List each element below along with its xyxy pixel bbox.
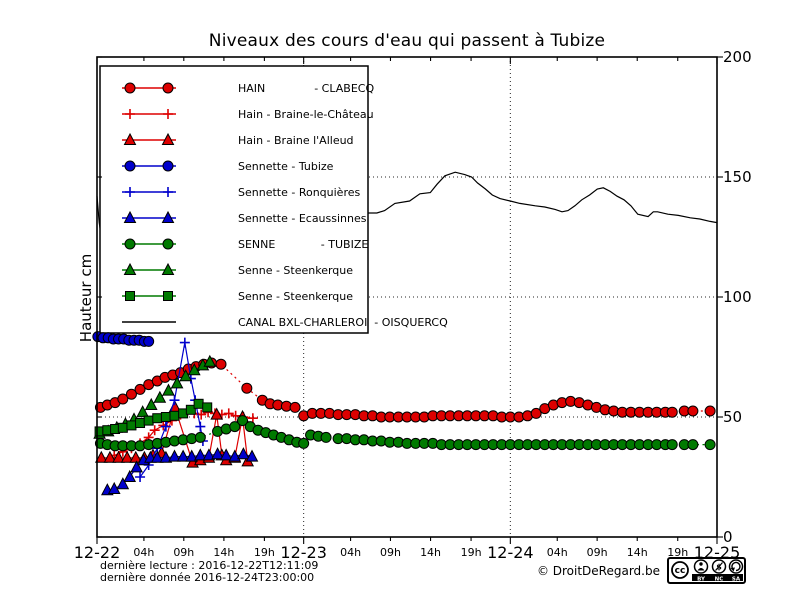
sa-icon	[728, 559, 744, 574]
svg-text:SA: SA	[732, 577, 741, 583]
by-icon	[693, 559, 709, 574]
legend-item-hain-clabecq: HAIN - CLABECQ	[100, 75, 374, 101]
legend-label: Hain - Braine l'Alleud	[238, 133, 354, 147]
y-tick-label: 150	[723, 168, 752, 186]
legend-label: Senne - Steenkerque	[238, 289, 354, 303]
legend-label: HAIN - CLABECQ	[238, 81, 375, 95]
x-hour-tick-label: 09h	[173, 546, 195, 559]
x-hour-tick-label: 04h	[133, 546, 155, 559]
legend-marker-triangle	[122, 132, 176, 145]
legend-label: Sennette - Ronquières	[238, 185, 361, 199]
x-hour-tick-label: 09h	[379, 546, 401, 559]
legend-marker-triangle	[122, 210, 176, 223]
legend-item-hain-braine-le-chateau: Hain - Braine-le-Château	[100, 101, 374, 127]
x-hour-tick-label: 19h	[460, 546, 482, 559]
x-day-tick-label: 12-24	[487, 543, 534, 562]
legend-marker-plus	[122, 109, 176, 119]
x-hour-tick-label: 09h	[586, 546, 608, 559]
x-hour-tick-label: 14h	[213, 546, 235, 559]
legend: HAIN - CLABECQ Hain - Braine-le-Château Ha…	[100, 66, 448, 335]
legend-item-sennette-ronquieres: Sennette - Ronquières	[100, 179, 368, 205]
series-hain-clabecq	[94, 357, 716, 423]
y-axis-label: Hauteur cm	[77, 253, 95, 343]
last-reading-text: dernière lecture : 2016-12-22T12:11:09	[100, 559, 319, 572]
legend-marker-circle	[122, 160, 176, 172]
y-tick-label: 50	[723, 408, 743, 426]
y-tick-label: 0	[723, 528, 733, 546]
series-senne-tubize	[94, 415, 716, 452]
y-tick-label: 200	[723, 48, 752, 66]
legend-item-senne-steenkerque-aval: Senne - Steenkerque	[100, 283, 368, 309]
legend-item-senne-steenkerque-amont: Senne - Steenkerque	[100, 257, 368, 283]
legend-label: Senne - Steenkerque	[238, 263, 354, 277]
legend-marker-none	[122, 321, 176, 323]
x-hour-tick-label: 14h	[420, 546, 442, 559]
legend-label: Sennette - Ecaussinnes	[238, 211, 367, 225]
x-hour-tick-label: 04h	[340, 546, 362, 559]
series-sennette-ecaussinnes	[101, 447, 259, 496]
legend-item-canal-bxl-charleroi-oisquercq: CANAL BXL-CHARLEROI - OISQUERCQ	[100, 309, 448, 335]
legend-marker-circle	[122, 82, 176, 94]
y-tick-label: 100	[723, 288, 752, 306]
x-day-tick-label: 12-22	[73, 543, 121, 562]
legend-marker-triangle	[122, 262, 176, 275]
series-sennette-tubize	[92, 331, 155, 347]
legend-item-sennette-ecaussinnes: Sennette - Ecaussinnes	[100, 205, 368, 231]
chart-title: Niveaux des cours d'eau qui passent à Tu…	[208, 31, 606, 51]
svg-text:NC: NC	[715, 577, 724, 583]
legend-label: Sennette - Tubize	[238, 159, 334, 173]
nc-icon	[711, 559, 727, 574]
copyright-text: © DroitDeRegard.be	[536, 564, 660, 578]
legend-marker-plus	[122, 187, 176, 197]
legend-label: SENNE - TUBIZE	[238, 237, 369, 251]
legend-marker-square	[122, 291, 176, 301]
x-hour-tick-label: 19h	[667, 546, 689, 559]
cc-icon	[671, 561, 689, 579]
x-hour-tick-label: 14h	[626, 546, 648, 559]
last-data-text: dernière donnée 2016-12-24T23:00:00	[100, 571, 315, 584]
legend-item-sennette-tubize: Sennette - Tubize	[100, 153, 368, 179]
legend-label: CANAL BXL-CHARLEROI - OISQUERCQ	[238, 315, 448, 329]
legend-marker-circle	[122, 238, 176, 250]
legend-item-senne-tubize: SENNE - TUBIZE	[100, 231, 368, 257]
svg-text:cc: cc	[675, 566, 686, 576]
legend-item-hain-braine-l-alleud: Hain - Braine l'Alleud	[100, 127, 368, 153]
svg-text:BY: BY	[697, 577, 706, 583]
x-day-tick-label: 12-23	[280, 543, 327, 562]
legend-label: Hain - Braine-le-Château	[238, 107, 374, 121]
x-hour-tick-label: 04h	[546, 546, 568, 559]
series-senne-steenkerque-aval	[94, 398, 213, 437]
legend-box	[99, 65, 369, 334]
series-canal-bxl-charleroi-oisquercq	[96, 171, 718, 238]
x-hour-tick-label: 19h	[253, 546, 275, 559]
